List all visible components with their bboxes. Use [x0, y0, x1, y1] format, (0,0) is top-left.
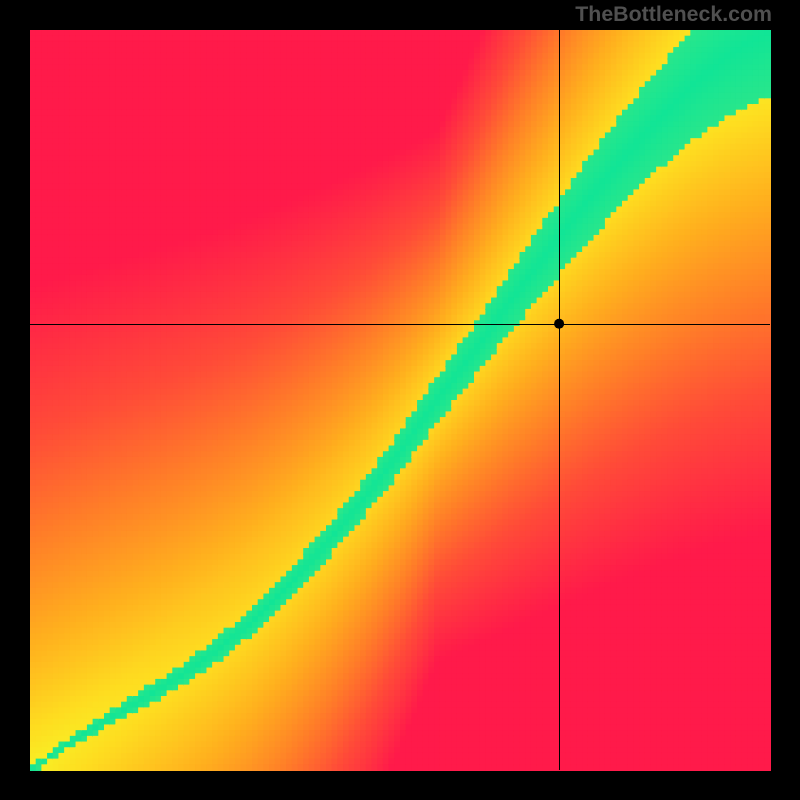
bottleneck-heatmap	[0, 0, 800, 800]
watermark-label: TheBottleneck.com	[575, 2, 772, 27]
